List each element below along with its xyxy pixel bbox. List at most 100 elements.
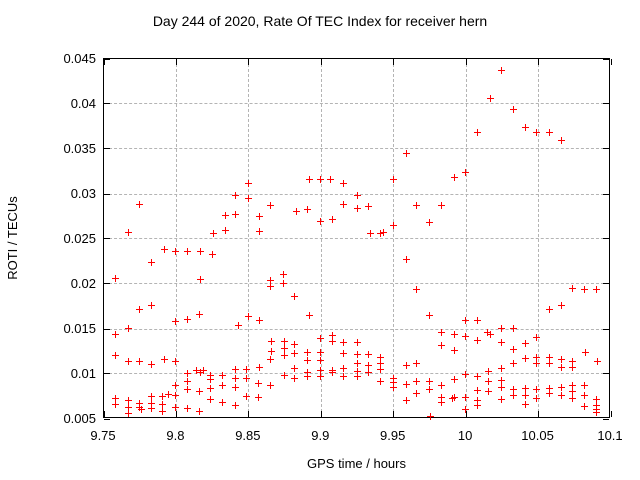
data-point-marker <box>451 331 458 338</box>
data-point-marker <box>184 378 191 385</box>
data-point-marker <box>365 362 372 369</box>
data-point-marker <box>498 67 505 74</box>
data-point-marker <box>112 331 119 338</box>
data-point-marker <box>210 230 217 237</box>
data-point-marker <box>219 399 226 406</box>
data-point-marker <box>522 385 529 392</box>
data-point-marker <box>148 393 155 400</box>
data-point-marker <box>136 400 143 407</box>
data-point-marker <box>449 395 456 402</box>
x-tick-mark <box>176 411 177 417</box>
data-point-marker <box>172 318 179 325</box>
data-point-marker <box>267 382 274 389</box>
data-point-marker <box>533 360 540 367</box>
data-point-marker <box>304 373 311 380</box>
data-point-marker <box>581 403 588 410</box>
y-tick-mark <box>104 283 110 284</box>
data-point-marker <box>462 317 469 324</box>
data-point-marker <box>219 382 226 389</box>
data-point-marker <box>256 228 263 235</box>
data-point-marker <box>474 129 481 136</box>
data-point-marker <box>569 382 576 389</box>
y-tick-label: 0.005 <box>63 411 96 426</box>
data-point-marker <box>581 286 588 293</box>
data-point-marker <box>235 322 242 329</box>
x-tick-mark <box>466 59 467 65</box>
data-point-marker <box>165 391 172 398</box>
data-point-marker <box>184 316 191 323</box>
data-point-marker <box>533 395 540 402</box>
data-point-marker <box>522 124 529 131</box>
data-point-marker <box>207 372 214 379</box>
data-point-marker <box>427 413 434 420</box>
data-point-marker <box>125 325 132 332</box>
data-point-marker <box>207 376 214 383</box>
data-point-marker <box>451 394 458 401</box>
data-point-marker <box>533 354 540 361</box>
data-point-marker <box>593 396 600 403</box>
data-point-marker <box>413 360 420 367</box>
data-point-marker <box>438 399 445 406</box>
data-point-marker <box>197 276 204 283</box>
data-point-marker <box>426 386 433 393</box>
data-point-marker <box>510 386 517 393</box>
data-point-marker <box>291 365 298 372</box>
data-point-marker <box>354 360 361 367</box>
y-tick-label: 0.045 <box>63 51 96 66</box>
data-point-marker <box>243 366 250 373</box>
y-tick-mark <box>603 238 609 239</box>
y-tick-mark <box>104 373 110 374</box>
data-point-marker <box>390 375 397 382</box>
data-point-marker <box>510 360 517 367</box>
data-point-marker <box>222 212 229 219</box>
data-point-marker <box>317 218 324 225</box>
data-point-marker <box>161 246 168 253</box>
data-point-marker <box>197 369 204 376</box>
data-point-marker <box>200 367 207 374</box>
x-tick-label: 9.9 <box>311 428 330 443</box>
data-point-marker <box>267 356 274 363</box>
data-point-marker <box>474 317 481 324</box>
data-point-marker <box>125 397 132 404</box>
data-point-marker <box>462 333 469 340</box>
data-point-marker <box>161 356 168 363</box>
plot-area <box>103 58 612 420</box>
data-point-marker <box>485 378 492 385</box>
data-point-marker <box>451 174 458 181</box>
data-point-marker <box>403 397 410 404</box>
data-point-marker <box>281 345 288 352</box>
data-point-marker <box>377 378 384 385</box>
y-tick-label: 0.025 <box>63 231 96 246</box>
data-point-marker <box>317 176 324 183</box>
data-point-marker <box>148 405 155 412</box>
data-point-marker <box>340 350 347 357</box>
data-point-marker <box>329 338 336 345</box>
data-point-marker <box>498 339 505 346</box>
data-point-marker <box>377 354 384 361</box>
data-point-marker <box>136 358 143 365</box>
data-point-marker <box>581 392 588 399</box>
data-point-marker <box>413 390 420 397</box>
data-point-marker <box>112 401 119 408</box>
data-point-marker <box>112 352 119 359</box>
y-tick-mark <box>104 329 110 330</box>
data-point-marker <box>354 205 361 212</box>
data-point-marker <box>172 392 179 399</box>
data-point-marker <box>569 358 576 365</box>
data-point-marker <box>569 364 576 371</box>
data-point-marker <box>485 368 492 375</box>
data-point-marker <box>569 395 576 402</box>
data-point-marker <box>148 302 155 309</box>
y-tick-mark <box>104 194 110 195</box>
data-point-marker <box>593 286 600 293</box>
data-point-marker <box>377 366 384 373</box>
data-point-marker <box>268 348 275 355</box>
data-point-marker <box>317 335 324 342</box>
data-point-marker <box>593 409 600 416</box>
y-tick-label: 0.035 <box>63 141 96 156</box>
data-point-marker <box>281 338 288 345</box>
data-point-marker <box>159 408 166 415</box>
data-point-marker <box>569 285 576 292</box>
data-point-marker <box>485 388 492 395</box>
y-tick-label: 0.02 <box>70 276 96 291</box>
